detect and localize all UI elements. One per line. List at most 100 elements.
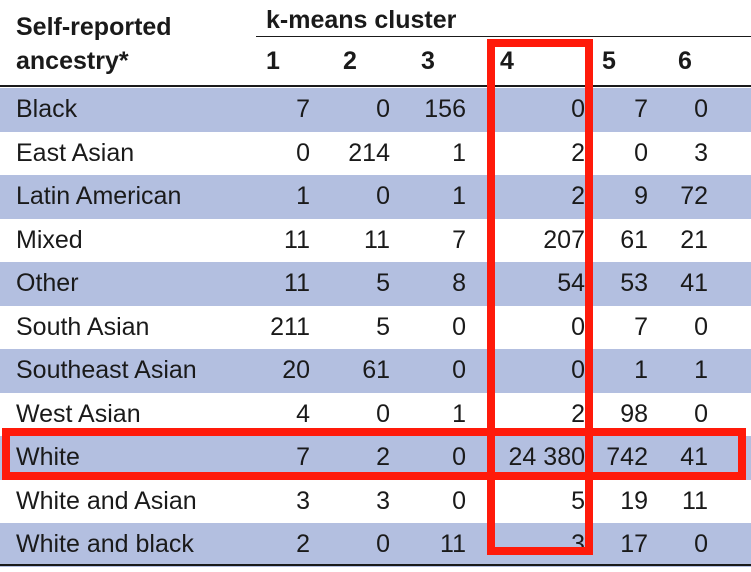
cell-cluster-6: 0 — [694, 95, 708, 123]
cell-cluster-2: 2 — [376, 443, 390, 471]
cell-cluster-4: 24 380 — [508, 443, 585, 471]
cell-cluster-1: 7 — [296, 95, 310, 123]
row-label: South Asian — [16, 312, 150, 341]
column-header-6: 6 — [678, 47, 692, 75]
cell-cluster-3: 156 — [424, 95, 466, 123]
cell-cluster-3: 0 — [452, 312, 466, 341]
cell-cluster-5: 9 — [634, 182, 648, 210]
cell-cluster-4: 207 — [543, 225, 585, 254]
table-row: Southeast Asian 20 61 0 0 1 1 — [0, 349, 751, 393]
cell-cluster-1: 2 — [296, 530, 310, 558]
row-label: Latin American — [16, 182, 182, 210]
cell-cluster-4: 0 — [571, 95, 585, 123]
table-row: White 7 2 0 24 380 742 41 — [0, 436, 751, 480]
column-header-3: 3 — [421, 47, 435, 75]
cell-cluster-4: 3 — [571, 530, 585, 558]
table-row: Mixed 11 11 7 207 61 21 — [0, 219, 751, 263]
cell-cluster-6: 11 — [682, 486, 708, 515]
cell-cluster-1: 20 — [282, 356, 310, 384]
cell-cluster-6: 41 — [680, 443, 708, 471]
cell-cluster-3: 1 — [452, 138, 466, 167]
cell-cluster-5: 98 — [620, 399, 648, 428]
table-body-top-rule — [0, 85, 751, 87]
cell-cluster-1: 3 — [296, 486, 310, 515]
cell-cluster-2: 0 — [376, 399, 390, 428]
column-header-4: 4 — [500, 47, 514, 75]
row-label: Southeast Asian — [16, 356, 197, 384]
cell-cluster-3: 8 — [452, 269, 466, 297]
row-label: Other — [16, 269, 79, 297]
cell-cluster-3: 7 — [452, 225, 466, 254]
row-header-line-1: Self-reported — [16, 13, 172, 41]
cell-cluster-5: 1 — [634, 356, 648, 384]
cell-cluster-2: 214 — [348, 138, 390, 167]
table-row: White and Asian 3 3 0 5 19 11 — [0, 480, 751, 524]
cell-cluster-6: 41 — [680, 269, 708, 297]
cell-cluster-6: 21 — [680, 225, 708, 254]
cell-cluster-3: 1 — [452, 182, 466, 210]
cell-cluster-6: 3 — [694, 138, 708, 167]
cell-cluster-5: 7 — [634, 312, 648, 341]
cell-cluster-3: 0 — [452, 356, 466, 384]
row-label: Black — [16, 95, 78, 123]
table-row: East Asian 0 214 1 2 0 3 — [0, 132, 751, 176]
table-bottom-rule — [0, 564, 751, 566]
row-label: White and black — [16, 530, 194, 558]
table-row: West Asian 4 0 1 2 98 0 — [0, 393, 751, 437]
cell-cluster-2: 5 — [376, 269, 390, 297]
cell-cluster-1: 1 — [296, 182, 310, 210]
column-group-rule — [256, 36, 751, 37]
cell-cluster-6: 0 — [694, 530, 708, 558]
cell-cluster-5: 61 — [620, 225, 648, 254]
column-header-2: 2 — [343, 47, 357, 75]
cell-cluster-6: 72 — [680, 182, 708, 210]
cell-cluster-6: 1 — [694, 356, 708, 384]
cell-cluster-5: 53 — [620, 269, 648, 297]
column-header-5: 5 — [602, 47, 616, 75]
cell-cluster-5: 17 — [620, 530, 648, 558]
column-group-header: k-means cluster — [266, 6, 457, 34]
table-row: Black 7 0 156 0 7 0 — [0, 88, 751, 132]
cell-cluster-4: 2 — [571, 399, 585, 428]
cell-cluster-6: 0 — [694, 312, 708, 341]
row-label: White — [16, 443, 80, 471]
cell-cluster-2: 0 — [376, 530, 390, 558]
cell-cluster-3: 0 — [452, 443, 466, 471]
cell-cluster-4: 2 — [571, 182, 585, 210]
cell-cluster-5: 742 — [606, 443, 648, 471]
cell-cluster-1: 7 — [296, 443, 310, 471]
row-header-line-2: ancestry* — [16, 47, 129, 75]
cell-cluster-2: 61 — [362, 356, 390, 384]
cell-cluster-4: 0 — [571, 356, 585, 384]
cell-cluster-2: 5 — [376, 312, 390, 341]
row-label: Mixed — [16, 225, 83, 254]
cell-cluster-1: 211 — [270, 312, 310, 341]
row-label: East Asian — [16, 138, 135, 167]
cell-cluster-3: 1 — [452, 399, 466, 428]
row-label: White and Asian — [16, 486, 197, 515]
cell-cluster-4: 0 — [571, 312, 585, 341]
cell-cluster-2: 0 — [376, 95, 390, 123]
cell-cluster-2: 11 — [364, 225, 390, 254]
cell-cluster-5: 7 — [634, 95, 648, 123]
cell-cluster-3: 0 — [452, 486, 466, 515]
cell-cluster-4: 2 — [571, 138, 585, 167]
cell-cluster-4: 5 — [571, 486, 585, 515]
cell-cluster-6: 0 — [694, 399, 708, 428]
column-header-1: 1 — [266, 47, 280, 75]
cell-cluster-5: 0 — [634, 138, 648, 167]
cell-cluster-2: 3 — [376, 486, 390, 515]
cell-cluster-1: 4 — [296, 399, 310, 428]
cell-cluster-4: 54 — [557, 269, 585, 297]
row-header: Self-reported ancestry* — [16, 10, 172, 78]
table-row: Other 11 5 8 54 53 41 — [0, 262, 751, 306]
cell-cluster-2: 0 — [376, 182, 390, 210]
table-row: Latin American 1 0 1 2 9 72 — [0, 175, 751, 219]
cell-cluster-1: 11 — [284, 269, 310, 297]
table-row: White and black 2 0 11 3 17 0 — [0, 523, 751, 567]
row-label: West Asian — [16, 399, 141, 428]
cell-cluster-1: 0 — [296, 138, 310, 167]
cell-cluster-1: 11 — [284, 225, 310, 254]
table-row: South Asian 211 5 0 0 7 0 — [0, 306, 751, 350]
